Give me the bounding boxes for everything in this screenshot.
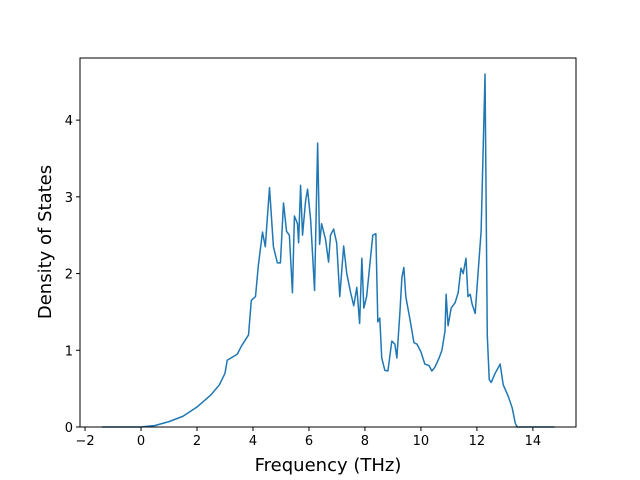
y-axis-label: Density of States	[35, 165, 56, 319]
x-tick-label: 4	[249, 434, 257, 449]
x-tick-label: 12	[469, 434, 486, 449]
x-tick-label: 10	[413, 434, 430, 449]
y-tick-label: 4	[65, 114, 73, 129]
y-tick-label: 1	[65, 344, 73, 359]
y-tick-label: 3	[65, 191, 73, 206]
x-tick-label: 6	[305, 434, 313, 449]
x-tick-label: 8	[361, 434, 369, 449]
x-axis-label: Frequency (THz)	[255, 455, 402, 476]
data-line	[101, 73, 555, 428]
x-tick-label: 2	[193, 434, 201, 449]
y-tick-label: 2	[65, 268, 73, 283]
x-tick-label: 14	[525, 434, 542, 449]
x-tick-label: −2	[75, 434, 94, 449]
x-tick-label: 0	[137, 434, 145, 449]
plot-frame	[79, 57, 577, 428]
y-tick-label: 0	[65, 421, 73, 436]
